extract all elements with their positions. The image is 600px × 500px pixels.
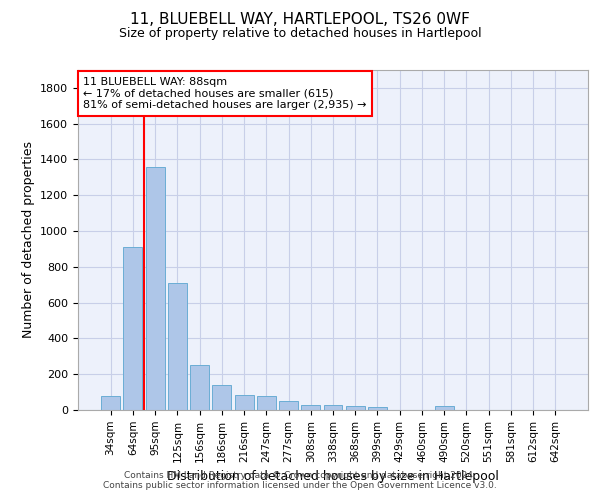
Bar <box>101 396 120 410</box>
Text: Contains HM Land Registry data © Crown copyright and database right 2024.
Contai: Contains HM Land Registry data © Crown c… <box>103 470 497 490</box>
Bar <box>212 385 231 410</box>
Text: 11, BLUEBELL WAY, HARTLEPOOL, TS26 0WF: 11, BLUEBELL WAY, HARTLEPOOL, TS26 0WF <box>130 12 470 28</box>
Bar <box>168 283 187 410</box>
Bar <box>368 408 387 410</box>
Text: 11 BLUEBELL WAY: 88sqm
← 17% of detached houses are smaller (615)
81% of semi-de: 11 BLUEBELL WAY: 88sqm ← 17% of detached… <box>83 77 367 110</box>
Bar <box>323 404 343 410</box>
Bar <box>146 166 164 410</box>
Bar <box>235 395 254 410</box>
Bar <box>124 247 142 410</box>
X-axis label: Distribution of detached houses by size in Hartlepool: Distribution of detached houses by size … <box>167 470 499 483</box>
Bar <box>257 396 276 410</box>
Y-axis label: Number of detached properties: Number of detached properties <box>22 142 35 338</box>
Text: Size of property relative to detached houses in Hartlepool: Size of property relative to detached ho… <box>119 28 481 40</box>
Bar <box>190 366 209 410</box>
Bar <box>346 406 365 410</box>
Bar <box>301 404 320 410</box>
Bar <box>279 401 298 410</box>
Bar <box>435 406 454 410</box>
